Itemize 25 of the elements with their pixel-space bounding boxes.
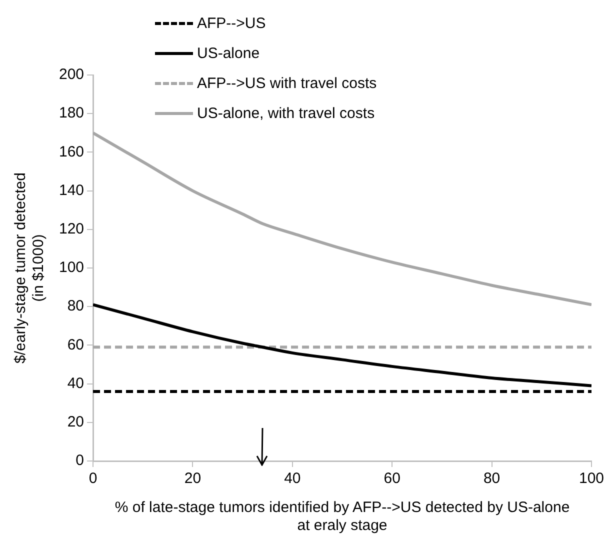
x-tick-label: 100: [578, 470, 604, 488]
y-tick-label: 180: [58, 104, 84, 122]
y-tick-label: 200: [58, 66, 84, 84]
y-tick-label: 160: [58, 143, 84, 160]
x-axis-title: % of late-stage tumors identified by AFP-->US detected by US-alone at eraly stage: [114, 499, 570, 534]
y-tick-label: 120: [58, 220, 84, 238]
y-tick-label: 20: [67, 414, 84, 431]
y-tick-label: 60: [67, 336, 84, 354]
x-tick-label: 20: [184, 470, 202, 488]
line-series: [93, 131, 592, 306]
y-axis-title: $/early-stage tumor detected (in $1000): [12, 172, 48, 364]
y-tick-label: 0: [76, 452, 84, 470]
x-tick-label: 40: [284, 470, 301, 488]
x-tick-label: 0: [88, 470, 98, 488]
y-tick-label: 80: [67, 298, 84, 315]
legend-label: AFP-->US with travel costs: [197, 74, 377, 92]
y-tick-label: 40: [67, 374, 84, 392]
y-tick-label: 140: [58, 182, 84, 199]
legend-label: US-alone, with travel costs: [197, 104, 375, 122]
x-tick-label: 80: [483, 470, 500, 488]
legend-label: AFP-->US: [197, 14, 266, 32]
x-tick-label: 60: [384, 470, 400, 488]
line-series: [93, 303, 592, 388]
legend-label: US-alone: [197, 44, 260, 62]
y-tick-label: 100: [58, 259, 84, 276]
